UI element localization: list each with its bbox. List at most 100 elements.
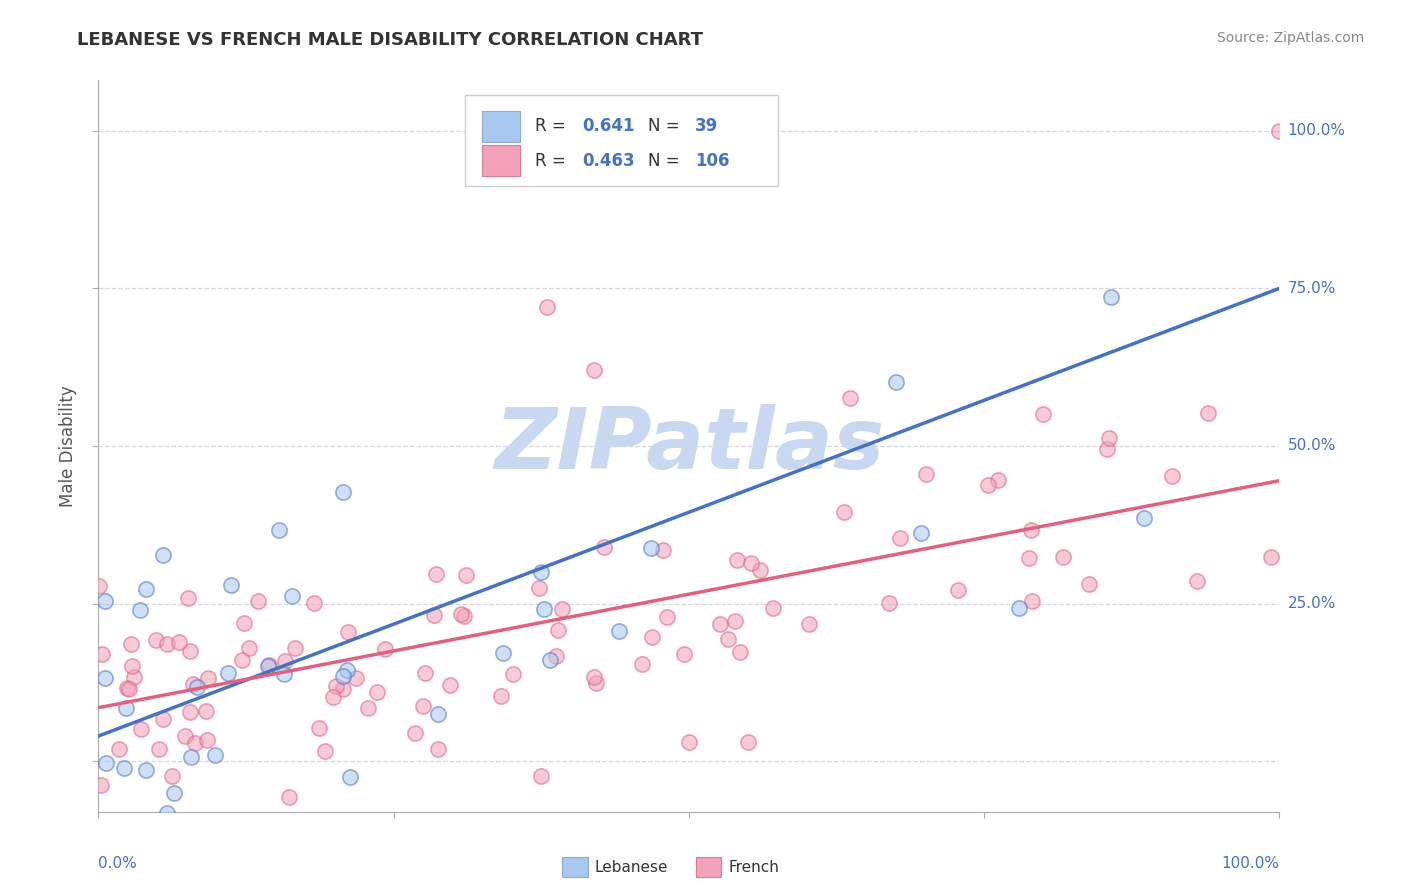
Point	[135, 582, 157, 597]
Point	[177, 591, 200, 606]
Point	[128, 603, 150, 617]
Point	[217, 666, 239, 681]
Point	[838, 391, 860, 405]
Point	[915, 467, 938, 481]
Text: Source: ZipAtlas.com: Source: ZipAtlas.com	[1216, 31, 1364, 45]
Text: LEBANESE VS FRENCH MALE DISABILITY CORRELATION CHART: LEBANESE VS FRENCH MALE DISABILITY CORRE…	[77, 31, 703, 49]
Point	[491, 689, 513, 703]
Point	[156, 805, 179, 820]
Point	[737, 735, 759, 749]
FancyBboxPatch shape	[464, 95, 778, 186]
Point	[799, 616, 821, 631]
Point	[502, 666, 524, 681]
Point	[339, 770, 361, 784]
Point	[247, 594, 270, 608]
Point	[640, 541, 662, 555]
Text: 25.0%: 25.0%	[1288, 596, 1336, 611]
Point	[1007, 601, 1029, 615]
Point	[186, 680, 208, 694]
Point	[439, 678, 461, 692]
Text: French: French	[728, 860, 779, 874]
Point	[678, 735, 700, 749]
Point	[585, 675, 607, 690]
Point	[527, 582, 550, 596]
Point	[160, 843, 183, 857]
Point	[832, 505, 855, 519]
Point	[94, 756, 117, 771]
Point	[152, 712, 174, 726]
Point	[231, 834, 253, 848]
Point	[93, 851, 115, 865]
Point	[179, 644, 201, 658]
Point	[889, 531, 911, 545]
Point	[179, 705, 201, 719]
Point	[314, 744, 336, 758]
Point	[284, 640, 307, 655]
Point	[652, 542, 675, 557]
Point	[987, 473, 1010, 487]
Point	[977, 478, 1000, 492]
Text: 100.0%: 100.0%	[1222, 855, 1279, 871]
Point	[122, 670, 145, 684]
Point	[304, 596, 326, 610]
Text: R =: R =	[536, 118, 571, 136]
Point	[332, 669, 354, 683]
Point	[709, 616, 731, 631]
Point	[93, 671, 115, 685]
Point	[877, 596, 900, 610]
Text: 39: 39	[695, 118, 718, 136]
Point	[336, 624, 359, 639]
Point	[1018, 551, 1040, 566]
Point	[238, 640, 260, 655]
Point	[529, 565, 551, 579]
Point	[195, 733, 218, 747]
Point	[673, 647, 696, 661]
Point	[630, 657, 652, 672]
Text: N =: N =	[648, 118, 685, 136]
Text: 0.0%: 0.0%	[98, 855, 138, 871]
Point	[219, 578, 242, 592]
Point	[1098, 431, 1121, 445]
Point	[111, 830, 134, 845]
Text: R =: R =	[536, 152, 571, 169]
Point	[120, 637, 142, 651]
Point	[456, 568, 478, 582]
Point	[655, 609, 678, 624]
Point	[1197, 406, 1219, 420]
Point	[332, 682, 354, 697]
Point	[717, 632, 740, 647]
Point	[117, 681, 139, 696]
Point	[148, 742, 170, 756]
Point	[538, 653, 561, 667]
Point	[231, 653, 253, 667]
Point	[1185, 574, 1208, 589]
FancyBboxPatch shape	[482, 111, 520, 142]
Point	[536, 300, 558, 314]
Point	[412, 698, 434, 713]
Text: ZIPatlas: ZIPatlas	[494, 404, 884, 488]
Point	[547, 623, 569, 637]
Point	[453, 608, 475, 623]
Text: N =: N =	[648, 152, 685, 169]
Point	[160, 769, 183, 783]
Point	[121, 659, 143, 673]
Point	[544, 649, 567, 664]
Point	[357, 700, 380, 714]
Point	[273, 667, 295, 681]
Point	[728, 645, 751, 659]
Point	[94, 594, 117, 608]
Point	[427, 742, 450, 756]
Point	[593, 540, 616, 554]
Point	[886, 375, 908, 389]
Point	[232, 616, 254, 631]
Point	[332, 484, 354, 499]
Point	[169, 635, 191, 649]
Point	[948, 582, 970, 597]
Point	[1032, 408, 1054, 422]
Point	[423, 607, 446, 622]
Point	[145, 633, 167, 648]
Point	[90, 647, 112, 661]
Point	[138, 888, 160, 892]
Text: 75.0%: 75.0%	[1288, 281, 1336, 296]
Text: 0.463: 0.463	[582, 152, 636, 169]
